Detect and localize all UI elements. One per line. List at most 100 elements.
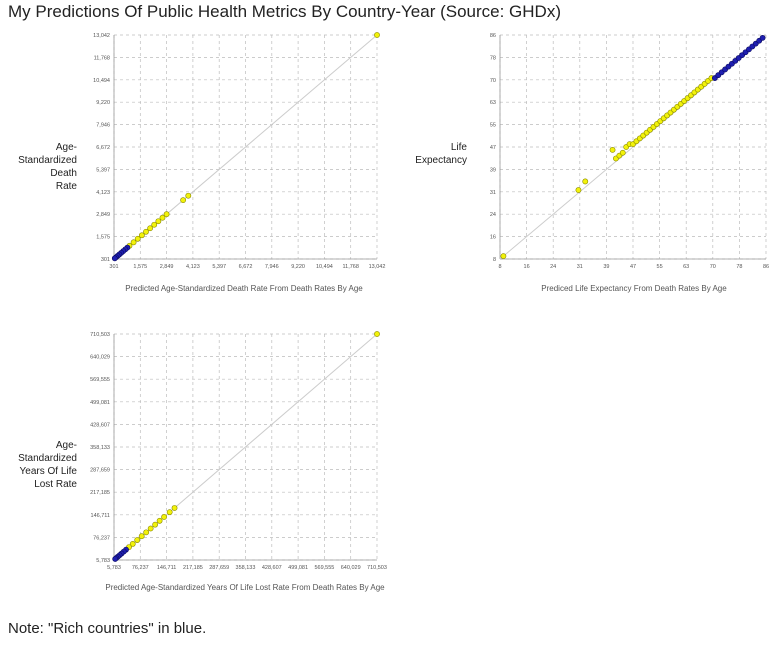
chart-2-y-tick-label: 640,029 xyxy=(90,355,110,361)
chart-2-y-tick-label: 428,607 xyxy=(90,422,110,428)
chart-2-y-tick-label: 146,711 xyxy=(91,513,110,519)
chart-1-y-tick-label: 55 xyxy=(490,123,496,129)
chart-1-x-tick-label: 24 xyxy=(550,264,556,270)
chart-2-point-other xyxy=(138,533,145,540)
chart-0-y-tick-label: 4,123 xyxy=(96,190,110,196)
chart-2-ylabel-line: Age- xyxy=(55,440,77,451)
chart-2-point-other xyxy=(161,514,167,520)
chart-1-x-tick-label: 86 xyxy=(763,264,769,270)
chart-0-x-tick-label: 13,042 xyxy=(369,264,386,270)
chart-0-x-tick-label: 11,768 xyxy=(342,264,358,270)
chart-0-point-other xyxy=(151,221,158,228)
chart-1-point-other xyxy=(582,178,589,185)
chart-2-ylabel-line: Lost Rate xyxy=(34,479,77,490)
chart-1-x-tick-label: 8 xyxy=(498,264,501,270)
chart-2-x-tick-label: 146,711 xyxy=(157,565,176,571)
chart-0-y-tick-label: 10,494 xyxy=(93,78,110,84)
chart-0-point-other xyxy=(130,239,137,246)
chart-2-xlabel: Predicted Age-Standardized Years Of Life… xyxy=(105,583,385,592)
chart-2-x-tick-label: 710,503 xyxy=(367,565,387,571)
chart-1-x-tick-label: 31 xyxy=(577,264,583,270)
chart-0-point-rich xyxy=(111,255,118,262)
chart-1-x-tick-label: 70 xyxy=(710,264,716,270)
chart-0-point-other xyxy=(374,32,380,38)
chart-0-x-tick-label: 5,397 xyxy=(212,264,226,270)
chart-1-xlabel: Prediced Life Expectancy From Death Rate… xyxy=(541,284,727,293)
chart-2-x-tick-label: 640,029 xyxy=(341,565,361,571)
chart-2-point-other xyxy=(156,517,163,524)
chart-1-ylabel-line: Expectancy xyxy=(415,155,467,166)
chart-0-x-tick-label: 6,672 xyxy=(239,264,253,270)
chart-2-point-other xyxy=(147,525,154,532)
chart-0-x-tick-label: 1,575 xyxy=(133,264,147,270)
chart-2-ylabel-line: Years Of Life xyxy=(19,466,77,477)
chart-2-point-other xyxy=(143,529,150,536)
chart-0-x-tick-label: 10,494 xyxy=(316,264,333,270)
chart-1-point-other xyxy=(619,149,626,156)
chart-life-expectancy: 88 16 16 24 24 31 31 39 39 47 47 55 55 63 63 70 70 78 78 86… xyxy=(490,33,769,270)
chart-1-point-other xyxy=(575,187,582,193)
chart-0-ylabel-line: Death xyxy=(50,168,77,179)
chart-0-x-tick-label: 7,946 xyxy=(265,264,279,270)
chart-0-y-tick-label: 11,768 xyxy=(94,55,110,61)
chart-1-x-tick-label: 55 xyxy=(657,264,663,270)
chart-2-y-tick-label: 287,659 xyxy=(90,468,110,474)
chart-2-x-tick-label: 217,185 xyxy=(183,565,203,571)
chart-2-point-other xyxy=(152,521,159,528)
chart-0-point-other xyxy=(138,232,145,239)
chart-2-y-tick-label: 217,185 xyxy=(90,490,110,496)
chart-2-x-tick-label: 499,081 xyxy=(288,565,308,571)
chart-0-y-tick-label: 1,575 xyxy=(96,235,110,241)
chart-0-y-tick-label: 13,042 xyxy=(93,33,110,39)
note: Note: "Rich countries" in blue. xyxy=(8,620,207,637)
chart-1-point-other xyxy=(500,253,507,260)
chart-0-point-other xyxy=(180,197,187,204)
chart-1-x-tick-label: 78 xyxy=(736,264,742,270)
chart-2-point-other xyxy=(374,331,380,337)
chart-1-point-other xyxy=(609,146,616,153)
chart-1-y-tick-label: 24 xyxy=(490,212,496,218)
chart-0-x-tick-label: 2,849 xyxy=(160,264,174,270)
chart-0-x-tick-label: 9,220 xyxy=(291,264,305,270)
chart-0-y-tick-label: 6,672 xyxy=(96,145,110,151)
chart-1-y-tick-label: 39 xyxy=(490,167,496,173)
chart-2-x-tick-label: 358,133 xyxy=(236,565,256,571)
chart-0-y-tick-label: 5,397 xyxy=(96,167,110,173)
chart-0-point-other xyxy=(155,218,162,225)
chart-1-ylabel-line: Life xyxy=(450,142,467,153)
chart-0-ylabel-line: Age- xyxy=(55,142,77,153)
chart-0-point-other xyxy=(185,192,192,199)
chart-2-ylabel: Age- Standardized Years Of Life Lost Rat… xyxy=(18,439,77,491)
chart-0-y-tick-label: 7,946 xyxy=(96,123,110,129)
chart-2-point-other xyxy=(171,505,178,511)
page-title: My Predictions Of Public Health Metrics … xyxy=(8,2,561,21)
chart-0-point-other xyxy=(143,228,149,235)
chart-2-x-tick-label: 5,783 xyxy=(107,565,121,571)
chart-1-y-tick-label: 31 xyxy=(490,190,496,196)
chart-0-y-tick-label: 2,849 xyxy=(96,212,110,218)
chart-0-point-other xyxy=(147,225,154,232)
chart-0-ylabel: Age- Standardized Death Rate xyxy=(18,141,77,193)
chart-0-y-tick-label: 9,220 xyxy=(96,100,110,106)
chart-1-y-tick-label: 8 xyxy=(493,257,496,263)
chart-0-ylabel-line: Standardized xyxy=(18,155,77,166)
chart-2-y-tick-label: 5,783 xyxy=(96,558,110,564)
chart-1-y-tick-label: 70 xyxy=(490,78,496,84)
chart-2-ylabel-line: Standardized xyxy=(18,453,77,464)
chart-0-x-tick-label: 4,123 xyxy=(186,264,200,270)
chart-1-x-tick-label: 39 xyxy=(603,264,609,270)
chart-1-point-rich xyxy=(759,34,766,41)
chart-1-y-tick-label: 63 xyxy=(490,100,496,106)
chart-0-point-other xyxy=(163,211,170,218)
chart-2-y-tick-label: 499,081 xyxy=(90,400,110,406)
chart-0-xlabel: Predicted Age-Standardized Death Rate Fr… xyxy=(125,284,363,293)
chart-1-y-tick-label: 86 xyxy=(490,33,496,39)
chart-2-point-rich xyxy=(112,556,119,562)
chart-2-x-tick-label: 76,237 xyxy=(132,565,149,571)
chart-2-point-other xyxy=(134,537,141,543)
chart-0-y-tick-label: 301 xyxy=(101,257,110,263)
chart-1-x-tick-label: 16 xyxy=(524,264,530,270)
chart-2-x-tick-label: 428,607 xyxy=(262,565,282,571)
chart-1-y-tick-label: 16 xyxy=(490,235,496,241)
